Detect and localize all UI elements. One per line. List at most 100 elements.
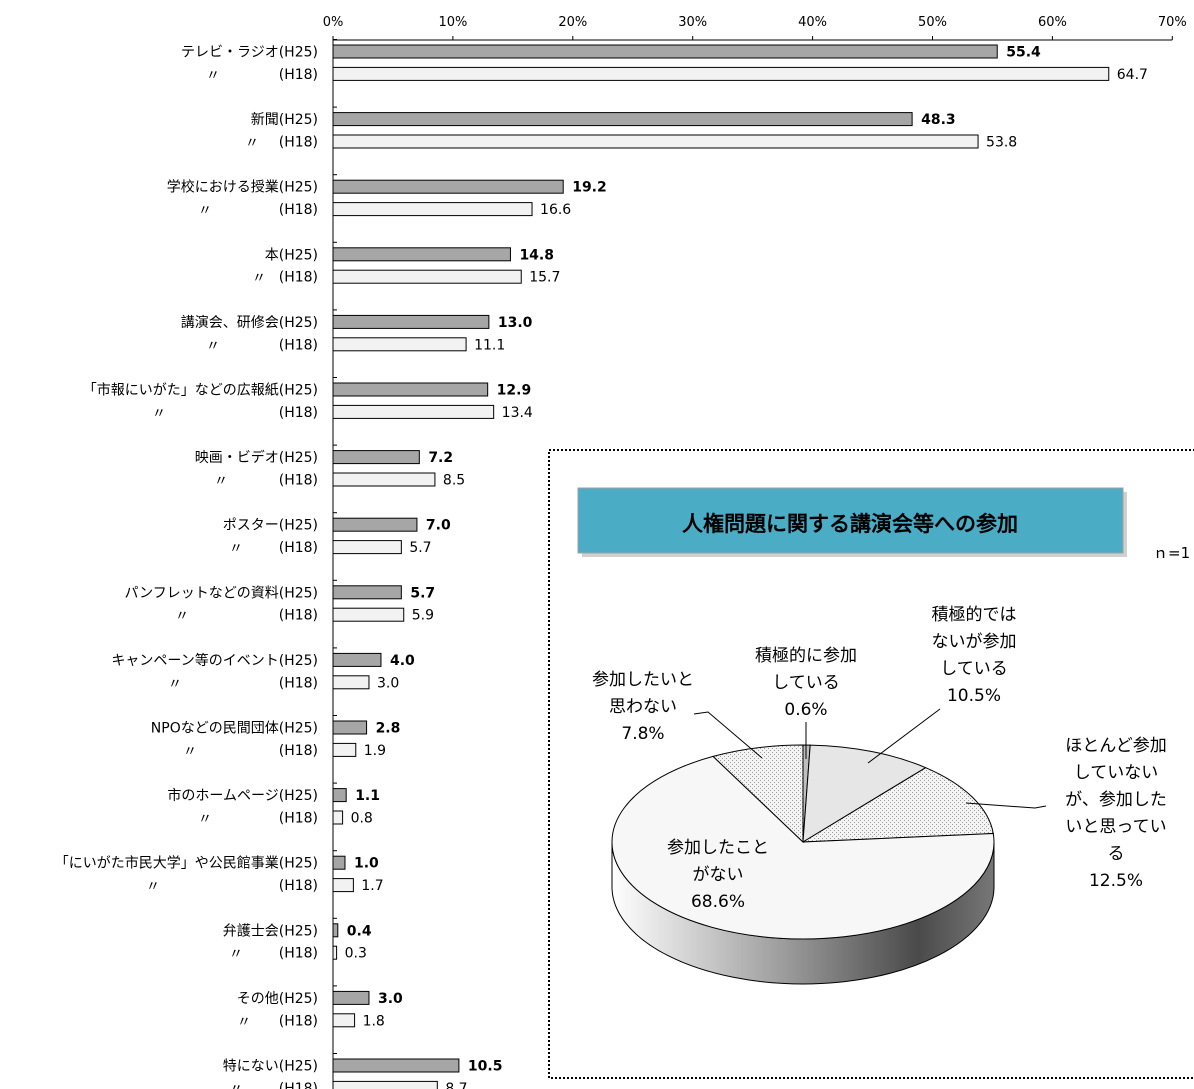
ditto-mark: 〃 [183, 744, 197, 760]
bar-h25 [332, 990, 370, 1005]
bar-h25 [332, 585, 402, 600]
data-label-h18: 16.6 [540, 202, 571, 218]
ditto-mark: 〃 [152, 406, 166, 422]
bar-h25 [332, 247, 511, 262]
category-label: 講演会、研修会(H25) [181, 315, 318, 331]
data-label-h25: 14.8 [519, 247, 554, 263]
bar-h18 [332, 1080, 438, 1089]
bar-h18 [332, 404, 495, 419]
pie-value-label: 0.6% [784, 700, 827, 720]
data-label-h18: 13.4 [502, 405, 533, 421]
ditto-mark: 〃 [229, 541, 243, 557]
pie-slice-label: ほとんど参加していないが、参加したいと思っている [1065, 736, 1167, 864]
pie-title: 人権問題に関する講演会等への参加 [682, 512, 1018, 536]
x-tick-label: 20% [558, 15, 587, 30]
pie-slice [802, 744, 927, 843]
data-label-h18: 53.8 [986, 135, 1017, 151]
x-tick-label: 40% [798, 15, 827, 30]
pie-slice [611, 755, 995, 940]
category-label: キャンペーン等のイベント(H25) [111, 652, 318, 669]
pie-slice [802, 767, 994, 843]
series-label-h18: (H18) [279, 1081, 318, 1089]
category-label: 特にない(H25) [223, 1059, 318, 1075]
series-label-h18: (H18) [279, 743, 318, 759]
data-label-h25: 1.0 [354, 856, 379, 872]
pie-slice-label: 参加したいと思わない [592, 670, 694, 717]
ditto-mark: 〃 [252, 271, 266, 287]
category-label: パンフレットなどの資料(H25) [124, 585, 318, 601]
bar-h18 [332, 66, 1110, 81]
pie-chart: 積極的に参加している 0.6% 積極的ではないが参加している 10.5% ほとんど参加し… [592, 605, 1167, 985]
data-label-h18: 0.3 [345, 946, 367, 962]
pie-value-label: 12.5% [1089, 871, 1143, 891]
x-tick-label: 30% [678, 15, 707, 30]
category-label: NPOなどの民間団体(H25) [151, 721, 318, 737]
leader-line [693, 711, 763, 759]
bar-h18 [332, 742, 357, 757]
series-label-h18: (H18) [279, 878, 318, 894]
ditto-mark: 〃 [168, 676, 182, 692]
category-labels: テレビ・ラジオ(H25)(H18)〃新聞(H25)(H18)〃学校における授業(… [55, 45, 318, 1089]
data-label-h18: 8.7 [445, 1081, 467, 1089]
title-banner [577, 487, 1124, 554]
category-label: 新聞(H25) [251, 112, 318, 128]
bar-h18 [332, 540, 402, 555]
data-label-h25: 0.4 [347, 923, 372, 939]
pie-slice [712, 744, 804, 844]
series-label-h18: (H18) [279, 405, 318, 421]
bar-h18 [332, 878, 354, 893]
bar-h25 [332, 179, 564, 194]
ditto-mark: 〃 [237, 1014, 251, 1030]
bar-h18 [332, 202, 533, 217]
x-tick-label: 50% [918, 15, 947, 30]
bar-h25 [332, 720, 368, 735]
data-label-h25: 4.0 [390, 653, 415, 669]
inset-border [548, 449, 1194, 1079]
data-label-h18: 8.5 [443, 473, 465, 489]
category-label: ポスター(H25) [223, 518, 318, 534]
bar-series-group: 55.4 64.7 48.3 53.8 19.216.6 14.8 15.7 13.0 11.1… [332, 39, 1148, 1089]
category-label: 本(H25) [265, 247, 318, 263]
bar-h25 [332, 923, 339, 938]
data-label-h25: 1.1 [355, 788, 380, 804]
data-label-h25: 10.5 [468, 1059, 503, 1075]
pie-value-label: 68.6% [691, 892, 745, 912]
bar-h18 [332, 472, 436, 487]
data-label-h18: 15.7 [529, 270, 560, 286]
bar-h18 [332, 134, 979, 149]
data-label-h25: 48.3 [921, 112, 956, 128]
series-label-h18: (H18) [279, 202, 318, 218]
data-label-h18: 5.9 [412, 608, 434, 624]
data-label-h18: 5.7 [409, 540, 431, 556]
series-label-h18: (H18) [279, 540, 318, 556]
ditto-mark: 〃 [229, 1082, 243, 1089]
series-label-h18: (H18) [279, 946, 318, 962]
bar-h18 [332, 810, 344, 825]
pie-value-label: 10.5% [947, 686, 1001, 706]
ditto-mark: 〃 [206, 338, 220, 354]
bar-h25 [332, 517, 418, 532]
data-label-h25: 2.8 [376, 721, 401, 737]
data-label-h25: 7.0 [426, 518, 451, 534]
bar-h25 [332, 314, 490, 329]
series-label-h18: (H18) [279, 675, 318, 691]
data-label-h18: 64.7 [1117, 67, 1148, 83]
bar-h25 [332, 382, 489, 397]
bar-h18 [332, 945, 338, 960]
category-label: 市のホームページ(H25) [167, 787, 318, 804]
series-label-h18: (H18) [279, 337, 318, 353]
data-label-h25: 13.0 [498, 315, 533, 331]
category-label: 学校における授業(H25) [167, 179, 318, 196]
data-label-h25: 19.2 [572, 180, 607, 196]
bar-h18 [332, 1013, 356, 1028]
series-label-h18: (H18) [279, 1013, 318, 1029]
leader-line [965, 802, 1047, 809]
category-label: 映画・ビデオ(H25) [195, 449, 318, 466]
data-label-h18: 11.1 [474, 337, 505, 353]
x-tick-label: 10% [438, 15, 467, 30]
data-label-h25: 3.0 [378, 991, 403, 1007]
bar-h25 [332, 450, 420, 465]
data-label-h25: 55.4 [1006, 45, 1041, 61]
bar-chart: 0% 10% 20% 30% 40% 50% 60% 70% 55.4 64.7 48.3 53.8… [55, 15, 1187, 1089]
ditto-mark: 〃 [198, 203, 212, 219]
